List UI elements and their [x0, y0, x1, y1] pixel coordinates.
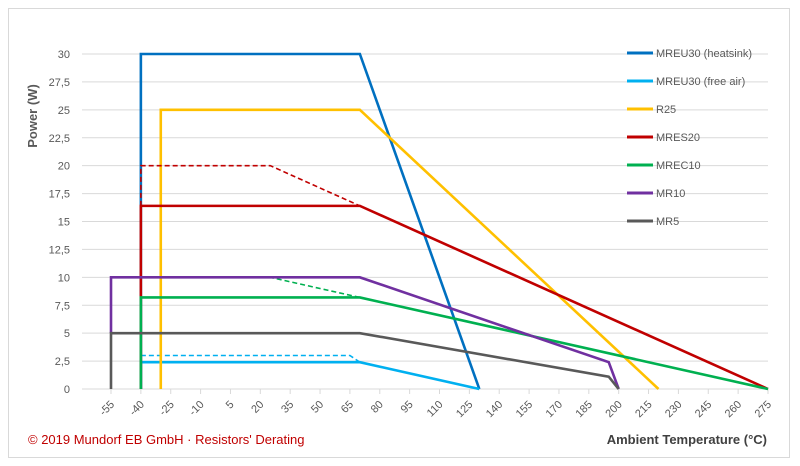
x-tick-label: 155 — [514, 399, 535, 420]
x-tick-label: 35 — [279, 399, 296, 416]
x-tick-label: 200 — [603, 399, 624, 420]
copyright-text: © 2019 Mundorf EB GmbH · Resistors' Dera… — [28, 432, 305, 447]
chart-frame — [8, 8, 790, 458]
x-tick-label: 65 — [339, 399, 356, 416]
x-tick-label: 50 — [309, 399, 326, 416]
series-line — [139, 360, 480, 391]
y-tick-label: 5 — [64, 328, 70, 340]
x-tick-label: 110 — [425, 399, 446, 420]
series-dashed-line — [140, 354, 361, 363]
x-tick-label: 185 — [573, 399, 594, 420]
series-line — [139, 296, 769, 391]
y-tick-label: 17,5 — [49, 189, 70, 201]
x-tick-label: 125 — [454, 399, 475, 420]
x-tick-label: -10 — [187, 399, 207, 419]
legend-label: R25 — [656, 104, 676, 116]
x-tick-label: -40 — [127, 399, 147, 419]
x-tick-label: 140 — [484, 399, 505, 420]
series-line — [109, 331, 620, 390]
x-tick-label: -55 — [97, 399, 117, 419]
y-tick-label: 20 — [58, 161, 70, 173]
series-line — [109, 276, 620, 390]
x-tick-label: 230 — [663, 399, 684, 420]
y-tick-label: 0 — [64, 384, 70, 396]
x-tick-label: 80 — [369, 399, 386, 416]
legend-label: MR5 — [656, 216, 679, 228]
x-tick-label: 95 — [399, 399, 416, 416]
y-tick-label: 22,5 — [49, 133, 70, 145]
legend-label: MRES20 — [656, 132, 700, 144]
x-axis-label: Ambient Temperature (°C) — [607, 432, 767, 447]
legend-label: MREU30 (free air) — [656, 76, 745, 88]
y-tick-label: 27,5 — [49, 77, 70, 89]
legend-label: MREU30 (heatsink) — [656, 48, 752, 60]
y-tick-label: 30 — [58, 49, 70, 61]
y-tick-label: 7,5 — [55, 300, 70, 312]
series-dashed-line — [140, 164, 361, 207]
y-axis-label: Power (W) — [25, 84, 40, 148]
legend-label: MR10 — [656, 188, 685, 200]
x-tick-label: -25 — [157, 399, 177, 419]
y-tick-label: 15 — [58, 217, 70, 229]
series-dashed-line — [140, 276, 361, 299]
x-tick-label: 5 — [224, 399, 237, 412]
y-tick-label: 2,5 — [55, 356, 70, 368]
x-tick-label: 245 — [693, 399, 714, 420]
y-tick-label: 25 — [58, 105, 70, 117]
y-tick-label: 12,5 — [49, 244, 70, 256]
x-tick-label: 20 — [249, 399, 266, 416]
x-tick-label: 275 — [753, 399, 774, 420]
y-tick-label: 10 — [58, 272, 70, 284]
x-tick-label: 260 — [723, 399, 744, 420]
x-tick-label: 215 — [633, 399, 654, 420]
x-tick-label: 170 — [544, 399, 565, 420]
series-line — [159, 108, 660, 390]
legend-label: MREC10 — [656, 160, 701, 172]
